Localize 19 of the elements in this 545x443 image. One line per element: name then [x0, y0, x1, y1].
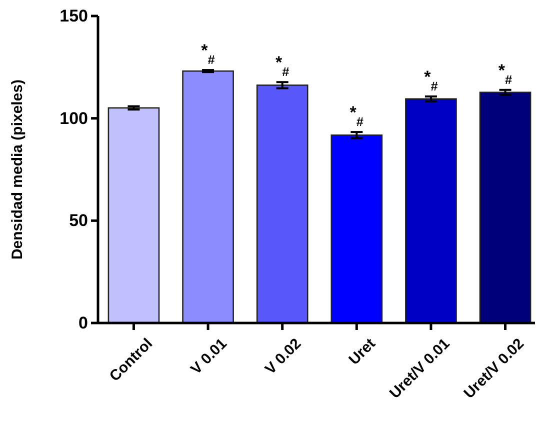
annotation: *$_{#}$	[498, 60, 512, 86]
y-tick-label: 0	[78, 313, 88, 332]
bar	[256, 84, 308, 324]
x-tick-label: Uret	[346, 335, 379, 368]
x-tick-label: V 0.01	[188, 335, 230, 378]
bar	[108, 107, 160, 324]
bar	[405, 98, 457, 324]
bar	[182, 70, 234, 324]
annotation: *$_{#}$	[201, 41, 215, 67]
bar	[330, 134, 383, 324]
annotation: *$_{#}$	[350, 103, 364, 129]
y-axis-title: Densidad media (pixeles)	[9, 79, 26, 260]
bar	[479, 92, 532, 324]
y-tick-label: 100	[60, 108, 88, 128]
annotation: *$_{#}$	[275, 53, 290, 79]
y-tick-label: 50	[69, 211, 88, 230]
y-tick-label: 150	[60, 6, 88, 26]
annotation: *$_{#}$	[424, 67, 438, 93]
x-tick-label: V 0.02	[262, 335, 305, 378]
